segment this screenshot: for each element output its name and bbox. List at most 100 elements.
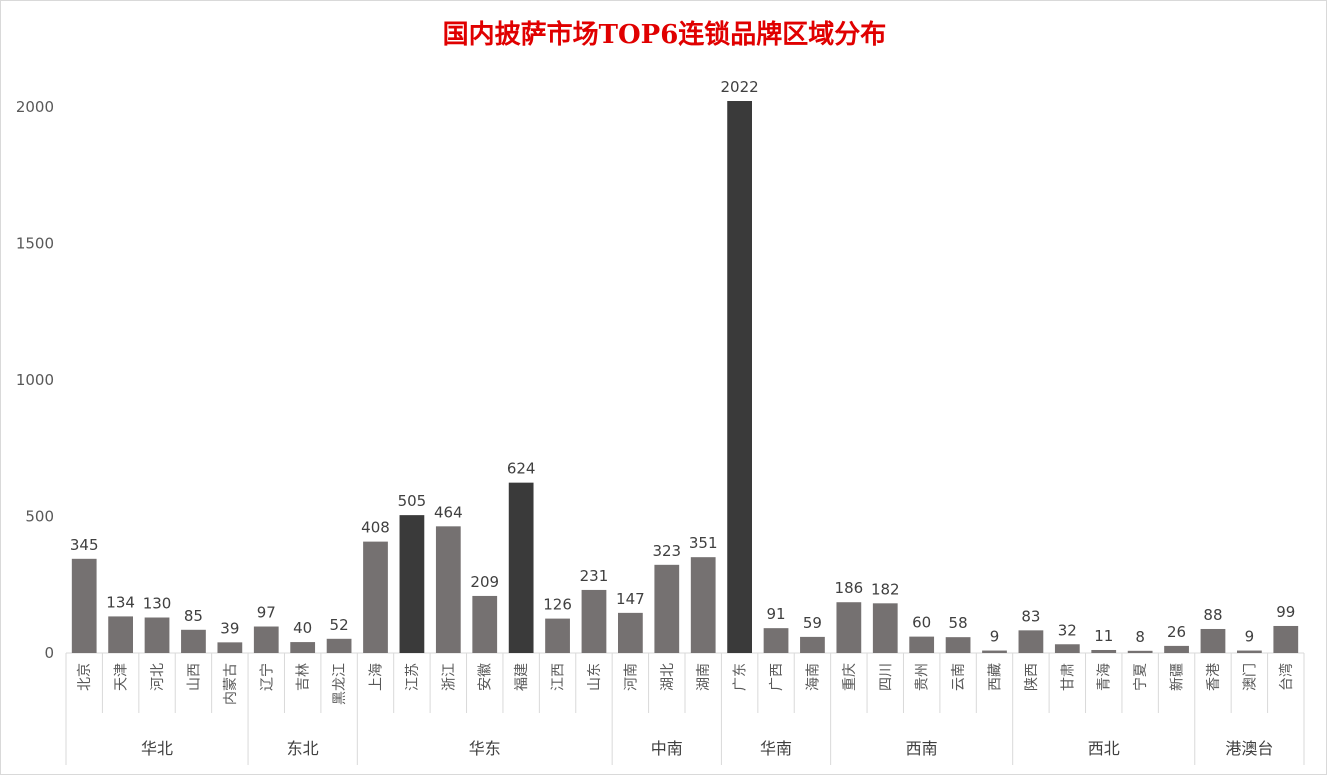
bar [1237,650,1262,653]
data-label: 2022 [721,78,759,96]
bar [1018,630,1044,653]
category-label: 广东 [733,663,749,691]
bar [472,595,498,653]
category-label: 吉林 [296,663,312,691]
data-label: 130 [143,595,172,613]
data-label: 39 [220,619,239,637]
bar [1127,650,1153,653]
bar [363,541,388,653]
category-label: 香港 [1206,663,1222,691]
data-label: 52 [330,616,349,634]
bar [763,628,789,653]
category-label: 福建 [514,663,530,691]
bar [508,482,534,653]
bar [71,558,97,653]
data-label: 99 [1276,603,1295,621]
category-label: 贵州 [915,663,931,691]
bar [581,589,607,653]
bar [872,603,898,653]
data-label: 85 [184,607,203,625]
data-label: 182 [871,580,900,598]
data-label: 58 [949,614,968,632]
bar [545,618,570,653]
y-tick-label: 2000 [16,98,54,116]
bar [909,636,935,653]
category-label: 宁夏 [1132,663,1149,691]
category-label: 西藏 [988,663,1004,691]
bar [144,617,170,653]
data-label: 147 [616,590,645,608]
data-label: 345 [70,536,99,554]
category-label: 上海 [369,663,385,691]
bar [1200,628,1226,653]
data-label: 209 [470,573,499,591]
data-label: 91 [766,605,785,623]
category-label: 北京 [77,663,93,691]
data-label: 505 [398,492,427,510]
category-label: 辽宁 [258,663,275,691]
group-label: 华南 [760,739,792,758]
data-label: 26 [1167,623,1186,641]
y-tick-label: 500 [25,508,54,526]
data-label: 88 [1203,606,1222,624]
bar [1054,644,1080,653]
category-label: 云南 [951,663,967,691]
group-label: 西北 [1088,739,1120,758]
data-label: 624 [507,460,536,478]
bar [836,602,862,653]
data-label: 9 [990,628,1000,646]
category-label: 甘肃 [1060,663,1076,691]
group-label: 西南 [906,739,938,758]
bar [253,626,279,653]
bar [727,100,752,653]
category-label: 浙江 [441,663,457,691]
y-tick-label: 0 [44,644,54,662]
bar [1273,625,1299,653]
data-label: 126 [543,596,572,614]
bar [290,642,316,653]
bar [1091,649,1117,653]
data-label: 186 [835,579,864,597]
data-label: 408 [361,519,390,537]
data-label: 32 [1058,621,1077,639]
data-label: 11 [1094,627,1113,645]
data-label: 134 [106,593,135,611]
bar [800,636,825,653]
category-label: 山东 [587,663,603,691]
category-label: 湖南 [696,663,712,691]
category-label: 山西 [186,663,202,691]
bar [326,638,352,653]
data-label: 464 [434,503,463,521]
category-label: 河南 [623,663,639,691]
group-label: 华北 [141,739,173,758]
data-label: 59 [803,614,822,632]
category-label: 四川 [878,663,894,691]
category-label: 陕西 [1024,663,1040,691]
category-label: 河北 [150,663,166,691]
bar [108,616,133,653]
chart-title: 国内披萨市场TOP6连锁品牌区域分布 [442,20,887,50]
data-label: 323 [652,542,681,560]
bar [618,612,643,653]
y-tick-label: 1500 [16,235,54,253]
category-label: 内蒙古 [223,663,239,705]
category-label: 黑龙江 [332,663,348,705]
category-label: 安徽 [478,663,494,691]
data-label: 97 [257,604,276,622]
category-label: 重庆 [842,663,858,691]
bar [690,557,716,653]
group-label: 中南 [651,739,683,758]
bar [217,642,243,653]
category-label: 新疆 [1170,663,1186,691]
y-tick-label: 1000 [16,371,54,389]
data-label: 351 [689,534,718,552]
category-label: 台湾 [1278,663,1295,691]
group-label: 港澳台 [1225,739,1273,758]
data-label: 231 [580,567,609,585]
category-label: 湖北 [660,663,676,691]
bar [181,629,206,653]
data-label: 60 [912,614,931,632]
category-label: 广西 [769,663,785,691]
